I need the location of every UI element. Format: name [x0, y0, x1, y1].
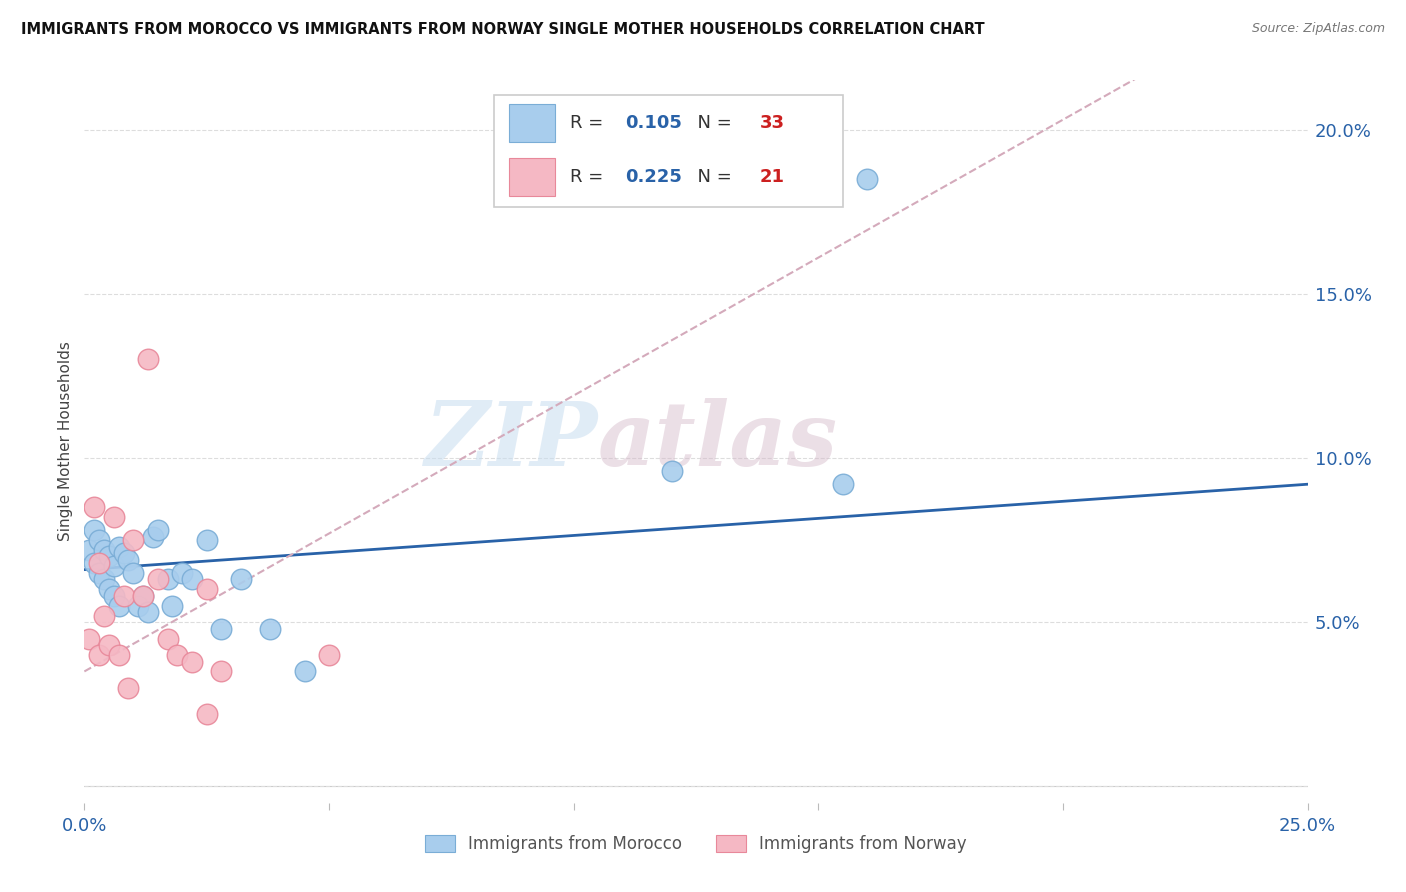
Point	[127, 599, 149, 613]
Point	[83, 500, 105, 515]
FancyBboxPatch shape	[509, 104, 555, 142]
Point	[195, 582, 218, 597]
Point	[156, 632, 179, 646]
Point	[103, 559, 125, 574]
Point	[136, 352, 159, 367]
Point	[294, 665, 316, 679]
Point	[661, 464, 683, 478]
FancyBboxPatch shape	[494, 95, 842, 207]
Text: R =: R =	[569, 168, 609, 186]
Point	[259, 622, 281, 636]
Point	[146, 573, 169, 587]
Point	[107, 599, 129, 613]
Text: Source: ZipAtlas.com: Source: ZipAtlas.com	[1251, 22, 1385, 36]
Point	[97, 638, 120, 652]
Point	[87, 533, 110, 547]
Point	[103, 589, 125, 603]
Point	[132, 589, 155, 603]
Point	[156, 573, 179, 587]
Point	[856, 171, 879, 186]
Point	[77, 542, 100, 557]
Point	[107, 648, 129, 662]
Point	[117, 681, 139, 695]
Point	[87, 648, 110, 662]
Point	[209, 665, 232, 679]
Point	[195, 533, 218, 547]
Point	[112, 546, 135, 560]
Point	[122, 566, 145, 580]
Point	[162, 599, 184, 613]
Point	[195, 707, 218, 722]
Point	[103, 510, 125, 524]
Point	[181, 655, 204, 669]
Point	[93, 573, 115, 587]
Point	[87, 556, 110, 570]
Text: 33: 33	[759, 114, 785, 132]
Point	[77, 632, 100, 646]
Point	[132, 589, 155, 603]
Point	[172, 566, 194, 580]
Point	[93, 542, 115, 557]
Point	[831, 477, 853, 491]
Text: ZIP: ZIP	[425, 399, 598, 484]
Point	[97, 582, 120, 597]
Point	[87, 566, 110, 580]
Point	[107, 540, 129, 554]
Text: N =: N =	[686, 114, 738, 132]
Text: 21: 21	[759, 168, 785, 186]
Point	[181, 573, 204, 587]
Point	[318, 648, 340, 662]
Text: IMMIGRANTS FROM MOROCCO VS IMMIGRANTS FROM NORWAY SINGLE MOTHER HOUSEHOLDS CORRE: IMMIGRANTS FROM MOROCCO VS IMMIGRANTS FR…	[21, 22, 984, 37]
Point	[136, 605, 159, 619]
Point	[83, 523, 105, 537]
Text: R =: R =	[569, 114, 609, 132]
Point	[122, 533, 145, 547]
Point	[117, 553, 139, 567]
Legend: Immigrants from Morocco, Immigrants from Norway: Immigrants from Morocco, Immigrants from…	[419, 828, 973, 860]
Point	[112, 589, 135, 603]
Y-axis label: Single Mother Households: Single Mother Households	[58, 342, 73, 541]
Point	[209, 622, 232, 636]
Point	[146, 523, 169, 537]
Point	[93, 608, 115, 623]
Point	[229, 573, 252, 587]
Text: N =: N =	[686, 168, 738, 186]
FancyBboxPatch shape	[509, 158, 555, 195]
Text: atlas: atlas	[598, 399, 838, 484]
Point	[166, 648, 188, 662]
Point	[97, 549, 120, 564]
Point	[142, 530, 165, 544]
Text: 0.225: 0.225	[626, 168, 682, 186]
Text: 0.105: 0.105	[626, 114, 682, 132]
Point	[83, 556, 105, 570]
